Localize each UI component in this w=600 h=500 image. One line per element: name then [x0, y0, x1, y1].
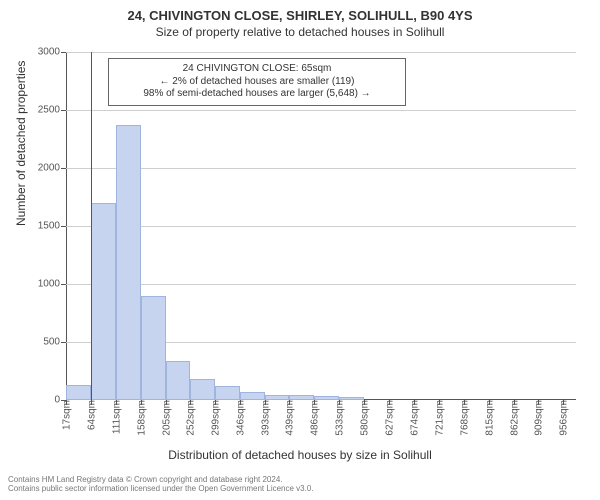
- chart-container: 24, CHIVINGTON CLOSE, SHIRLEY, SOLIHULL,…: [0, 0, 600, 500]
- histogram-bar: [116, 125, 141, 400]
- x-tick-label: 674sqm: [407, 400, 420, 436]
- annotation-line: ← 2% of detached houses are smaller (119…: [117, 76, 397, 89]
- x-tick-label: 299sqm: [209, 400, 222, 436]
- x-tick-label: 627sqm: [383, 400, 396, 436]
- histogram-bar: [141, 296, 166, 400]
- x-tick-label: 486sqm: [308, 400, 321, 436]
- x-tick-label: 956sqm: [557, 400, 570, 436]
- property-marker-line: [91, 52, 92, 400]
- y-axis-label: Number of detached properties: [14, 61, 28, 226]
- footer-attribution: Contains HM Land Registry data © Crown c…: [8, 475, 314, 494]
- x-tick-label: 64sqm: [84, 400, 97, 430]
- x-tick-label: 111sqm: [109, 400, 122, 434]
- histogram-bar: [91, 203, 116, 400]
- y-tick-label: 3000: [38, 47, 66, 58]
- footer-line-1: Contains HM Land Registry data © Crown c…: [8, 475, 314, 485]
- y-tick-label: 2000: [38, 163, 66, 174]
- x-tick-label: 439sqm: [283, 400, 296, 436]
- histogram-bar: [166, 361, 191, 400]
- plot-area: 05001000150020002500300017sqm64sqm111sqm…: [66, 52, 576, 400]
- gridline: [66, 110, 576, 111]
- annotation-line: 98% of semi-detached houses are larger (…: [117, 88, 397, 101]
- gridline: [66, 284, 576, 285]
- y-tick-label: 2500: [38, 105, 66, 116]
- footer-line-2: Contains public sector information licen…: [8, 484, 314, 494]
- x-tick-label: 862sqm: [507, 400, 520, 436]
- gridline: [66, 52, 576, 53]
- gridline: [66, 168, 576, 169]
- x-tick-label: 909sqm: [532, 400, 545, 436]
- address-title: 24, CHIVINGTON CLOSE, SHIRLEY, SOLIHULL,…: [0, 0, 600, 23]
- x-tick-label: 205sqm: [159, 400, 172, 436]
- x-tick-label: 721sqm: [432, 400, 445, 436]
- subtitle: Size of property relative to detached ho…: [0, 25, 600, 39]
- x-tick-label: 346sqm: [234, 400, 247, 436]
- x-tick-label: 393sqm: [259, 400, 272, 436]
- annotation-line: 24 CHIVINGTON CLOSE: 65sqm: [117, 63, 397, 76]
- histogram-bar: [190, 379, 215, 400]
- x-tick-label: 768sqm: [457, 400, 470, 436]
- histogram-bar: [66, 385, 91, 400]
- histogram-bar: [215, 386, 240, 400]
- x-axis-label: Distribution of detached houses by size …: [0, 448, 600, 462]
- y-tick-label: 1500: [38, 221, 66, 232]
- gridline: [66, 226, 576, 227]
- y-tick-label: 1000: [38, 279, 66, 290]
- histogram-bar: [240, 392, 265, 400]
- x-tick-label: 815sqm: [482, 400, 495, 436]
- x-tick-label: 252sqm: [184, 400, 197, 436]
- annotation-box: 24 CHIVINGTON CLOSE: 65sqm← 2% of detach…: [108, 58, 406, 106]
- x-tick-label: 533sqm: [333, 400, 346, 436]
- x-tick-label: 158sqm: [134, 400, 147, 436]
- x-tick-label: 580sqm: [358, 400, 371, 436]
- x-tick-label: 17sqm: [60, 400, 73, 430]
- y-tick-label: 500: [43, 337, 66, 348]
